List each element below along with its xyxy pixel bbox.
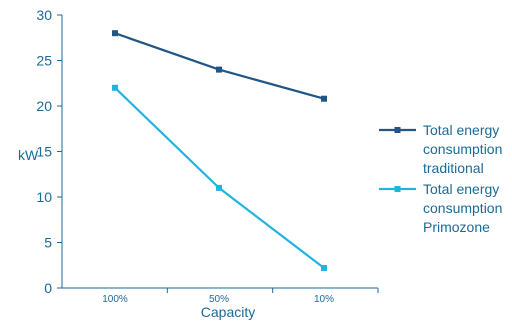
series-line-1 [114,32,325,100]
x-tick-label: 100% [102,294,128,305]
x-axis-label: Capacity [201,304,255,320]
y-tick-label: 25 [36,53,52,69]
y-tick-label: 30 [36,7,52,23]
y-tick-label: 5 [44,235,52,251]
y-tick-label: 15 [36,144,52,160]
data-point [216,184,222,191]
legend-marker [394,127,401,133]
series-line-2 [114,87,325,269]
y-tick-label: 10 [36,189,52,205]
series-group [112,30,327,271]
legend-marker [394,186,401,192]
y-tick-label: 0 [44,280,52,296]
legend-entry: Total energy consumption traditional [423,122,502,176]
axes [61,15,378,289]
legend-entry: Total energy consumption Primozone [423,181,502,235]
data-point [216,66,222,73]
data-point [112,30,118,37]
x-tick-label: 50% [209,294,229,305]
legend: Total energy consumption traditionalTotal … [379,122,502,235]
data-point [112,84,118,91]
y-axis-label: kW [18,147,39,163]
data-point [321,264,327,271]
y-tick-label: 20 [36,98,52,114]
y-axis-ticks: 0 5 10 15 20 25 30 [36,7,62,296]
x-tick-label: 10% [314,294,334,305]
x-axis-ticks: 100% 50% 10% [102,288,379,305]
data-point [321,95,327,102]
